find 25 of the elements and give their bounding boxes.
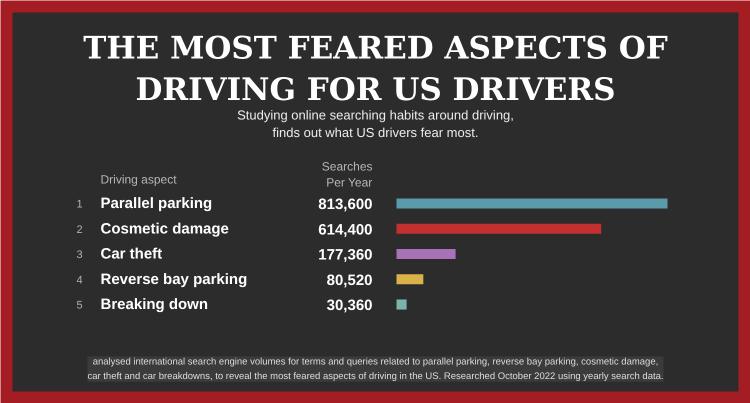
data-label: 177,360 xyxy=(318,246,373,264)
text: analysed international search engine volumes for terms and queries related to parallel parking, reverse bay parking, cosmetic damage, car theft and car breakdowns, to reveal the most feared aspects of driving in the US. Researched October 2022 using yearly search data. xyxy=(87,356,664,382)
y-tick-label: Reverse bay parking xyxy=(100,270,248,288)
chart-title: THE MOST FEARED ASPECTS OF DRIVING FOR US DRIVERS xyxy=(83,30,668,108)
bar xyxy=(396,248,456,260)
y-axis-title: Driving aspect xyxy=(100,172,178,186)
bar xyxy=(396,224,602,234)
data-label: 614,400 xyxy=(318,221,373,238)
data-label: 813,600 xyxy=(318,196,373,213)
y-tick-label: Parallel parking xyxy=(100,195,212,212)
text: 5 xyxy=(76,300,83,312)
y-tick-label: Cosmetic damage xyxy=(100,220,229,238)
text: 1 xyxy=(76,198,83,210)
y-tick-label: Breaking down xyxy=(100,296,208,313)
text: 4 xyxy=(76,274,83,286)
chart-subtitle: Studying online searching habits around driving, finds out what US drivers fear most. xyxy=(237,108,514,140)
data-label: 30,360 xyxy=(326,297,373,314)
bar xyxy=(396,274,424,284)
bar xyxy=(396,198,668,209)
x-axis-title: Searches Per Year xyxy=(322,160,373,190)
text: 3 xyxy=(76,249,83,261)
y-tick-label: Car theft xyxy=(100,246,162,262)
text: 2 xyxy=(76,224,83,236)
data-label: 80,520 xyxy=(326,272,373,289)
bar xyxy=(396,299,407,310)
